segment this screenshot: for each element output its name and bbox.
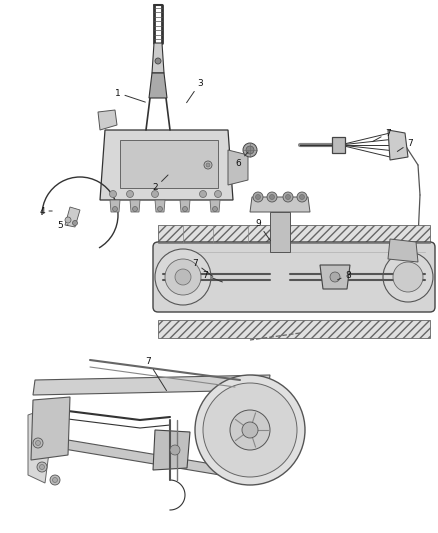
- Circle shape: [35, 440, 40, 446]
- Circle shape: [170, 445, 180, 455]
- Polygon shape: [31, 397, 70, 460]
- Polygon shape: [270, 212, 290, 252]
- Polygon shape: [228, 150, 248, 185]
- Text: 7: 7: [372, 128, 391, 142]
- Circle shape: [297, 192, 307, 202]
- Polygon shape: [149, 73, 167, 98]
- Polygon shape: [110, 200, 120, 212]
- Text: 5: 5: [57, 221, 68, 230]
- Circle shape: [253, 192, 263, 202]
- Circle shape: [127, 190, 134, 198]
- Circle shape: [133, 206, 138, 212]
- Circle shape: [37, 462, 47, 472]
- Circle shape: [283, 192, 293, 202]
- Circle shape: [152, 190, 159, 198]
- Circle shape: [155, 249, 211, 305]
- Circle shape: [230, 410, 270, 450]
- Circle shape: [199, 190, 206, 198]
- Circle shape: [206, 163, 210, 167]
- Text: 3: 3: [187, 78, 203, 103]
- Circle shape: [246, 146, 254, 154]
- Circle shape: [203, 383, 297, 477]
- Polygon shape: [38, 435, 220, 475]
- Bar: [158, 320, 430, 338]
- Polygon shape: [65, 207, 80, 227]
- Circle shape: [267, 192, 277, 202]
- Circle shape: [255, 195, 261, 199]
- Circle shape: [393, 262, 423, 292]
- Polygon shape: [210, 200, 220, 212]
- Text: 8: 8: [338, 271, 351, 280]
- Polygon shape: [120, 140, 218, 188]
- Polygon shape: [180, 200, 190, 212]
- Text: 2: 2: [152, 175, 168, 192]
- Circle shape: [215, 190, 222, 198]
- Polygon shape: [388, 130, 408, 160]
- Circle shape: [113, 206, 117, 212]
- Circle shape: [330, 272, 340, 282]
- FancyBboxPatch shape: [153, 242, 435, 312]
- Polygon shape: [152, 43, 164, 73]
- Text: 7: 7: [192, 259, 213, 276]
- Polygon shape: [130, 200, 140, 212]
- Polygon shape: [33, 375, 270, 395]
- Circle shape: [39, 464, 45, 470]
- Text: 7: 7: [202, 271, 223, 282]
- Polygon shape: [98, 110, 117, 130]
- Text: 6: 6: [235, 152, 248, 167]
- Polygon shape: [250, 197, 310, 212]
- Circle shape: [73, 221, 78, 225]
- Circle shape: [33, 438, 43, 448]
- Polygon shape: [332, 137, 345, 153]
- Circle shape: [175, 269, 191, 285]
- Text: 7: 7: [145, 357, 166, 391]
- Circle shape: [165, 259, 201, 295]
- Circle shape: [195, 375, 305, 485]
- Circle shape: [383, 252, 433, 302]
- Circle shape: [243, 143, 257, 157]
- Polygon shape: [388, 239, 418, 262]
- Polygon shape: [100, 130, 233, 200]
- Circle shape: [110, 190, 117, 198]
- Circle shape: [300, 195, 304, 199]
- Circle shape: [286, 195, 290, 199]
- Circle shape: [50, 475, 60, 485]
- Text: 7: 7: [397, 139, 413, 151]
- Polygon shape: [28, 410, 50, 483]
- Polygon shape: [320, 265, 350, 289]
- Bar: [158, 225, 430, 243]
- Text: 4: 4: [39, 206, 52, 215]
- Text: 9: 9: [255, 219, 270, 241]
- Circle shape: [65, 217, 71, 223]
- Text: 1: 1: [115, 88, 145, 102]
- Circle shape: [155, 58, 161, 64]
- Circle shape: [242, 422, 258, 438]
- Circle shape: [183, 206, 187, 212]
- Polygon shape: [153, 430, 190, 470]
- Circle shape: [158, 206, 162, 212]
- Circle shape: [53, 478, 57, 482]
- Circle shape: [204, 161, 212, 169]
- Circle shape: [269, 195, 275, 199]
- Polygon shape: [155, 200, 165, 212]
- Circle shape: [212, 206, 218, 212]
